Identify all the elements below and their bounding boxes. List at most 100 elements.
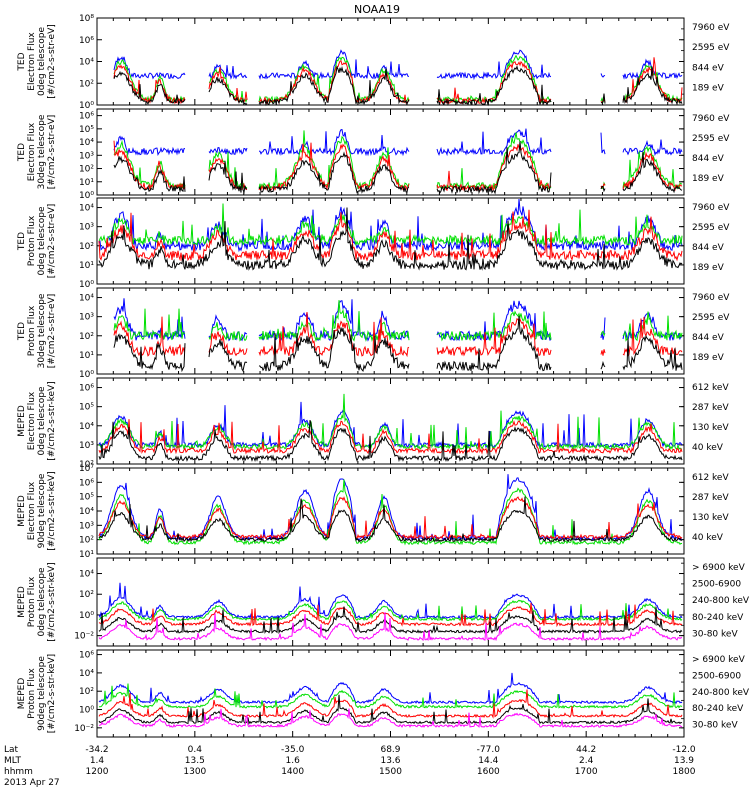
y-tick-label: 10³ <box>79 151 94 161</box>
y-tick-label: 10⁴ <box>79 570 94 580</box>
panel-1: 10⁰ 10² 10⁴ 10⁶ 10⁸ TEDElectron Flux0deg tele… <box>17 14 730 111</box>
panel-7: 10⁻² 10⁰ 10² 10⁴ MEPEDProton Flux0deg telesc… <box>17 557 750 647</box>
x-col-hhmm: 1700 <box>575 767 598 777</box>
panel-frame <box>96 17 685 106</box>
y-axis-label: MEPEDElectron Flux90deg telescope[#/cm2-… <box>17 471 57 550</box>
y-tick-label: 10⁴ <box>79 507 94 517</box>
panel-frame <box>96 287 685 375</box>
y-axis-label: MEPEDProton Flux90deg telescope[#/cm2-s-… <box>17 654 57 733</box>
y-axis-label: TEDProton Flux30deg telescope[#/cm2-s-st… <box>17 293 57 368</box>
y-tick-label: 10⁴ <box>79 204 94 214</box>
legend-entry: 7960 eV <box>692 293 730 303</box>
x-col-lat: -12.0 <box>672 745 696 755</box>
x-col-hhmm: 1800 <box>673 767 696 777</box>
y-tick-label: 10² <box>79 460 94 470</box>
y-axis-label-line: [#/cm2-s-str-eV] <box>47 115 57 190</box>
panel-2: 10⁰ 10¹ 10² 10³ 10⁴ 10⁵ 10⁶ TEDElectron Flux30d… <box>17 108 730 201</box>
y-axis-label-line: Electron Flux <box>27 122 37 181</box>
x-col-lat: 0.4 <box>188 745 203 755</box>
panel-5: 10² 10³ 10⁴ 10⁵ 10⁶ MEPEDElectron Flux0deg te… <box>17 377 729 470</box>
legend-entry: 2500-6900 <box>692 580 741 590</box>
y-axis-label-line: Proton Flux <box>27 305 37 356</box>
y-tick-label: 10¹ <box>79 178 94 188</box>
y-tick-label: 10⁵ <box>79 493 94 503</box>
x-col-hhmm: 1500 <box>379 767 402 777</box>
y-tick-label: 10⁰ <box>79 191 94 201</box>
x-col-hhmm: 1200 <box>86 767 109 777</box>
y-axis-label-line: 30deg telescope <box>37 293 47 368</box>
y-axis-label-line: 90deg telescope <box>37 473 47 548</box>
series-5-trace <box>98 582 683 620</box>
y-axis-label-line: Proton Flux <box>27 668 37 719</box>
y-tick-label: 10⁰ <box>79 706 94 716</box>
x-col-lat: -77.0 <box>477 745 501 755</box>
legend-entry: 80-240 keV <box>692 613 744 623</box>
panel-6: 10¹ 10² 10³ 10⁴ 10⁵ 10⁶ 10⁷ MEPEDElectron Flux9… <box>17 464 729 560</box>
series-1-trace <box>113 64 683 107</box>
y-axis-label-line: Electron Flux <box>27 32 37 91</box>
panel-4: 10⁰ 10¹ 10² 10³ 10⁴ TEDProton Flux30deg teles… <box>17 287 730 380</box>
x-row-label: MLT <box>4 756 22 766</box>
legend-entry: 2500-6900 <box>692 671 741 681</box>
y-tick-label: 10³ <box>79 441 94 451</box>
series-3-trace <box>98 203 683 247</box>
legend-entry: > 6900 keV <box>692 655 746 665</box>
series-2-trace <box>98 419 683 455</box>
series-5-trace <box>98 672 683 705</box>
x-col-mlt: 14.4 <box>478 756 498 766</box>
y-tick-label: 10³ <box>79 521 94 531</box>
y-axis-label-line: [#/cm2-s-str-eV] <box>47 294 57 369</box>
legend-entry: 2595 eV <box>692 134 730 144</box>
legend-entry: 2595 eV <box>692 313 730 323</box>
date-label: 2013 Apr 27 <box>4 778 60 788</box>
y-tick-label: 10⁴ <box>79 294 94 304</box>
y-axis-label-line: TED <box>17 52 27 71</box>
y-tick-label: 10⁴ <box>79 138 94 148</box>
y-axis-label-line: [#/cm2-s-str-eV] <box>47 24 57 99</box>
legend-entry: 130 keV <box>692 423 729 433</box>
series-1-trace <box>113 141 683 195</box>
y-tick-label: 10² <box>79 332 94 342</box>
panel-frame <box>96 557 685 647</box>
x-row-label: hhmm <box>4 767 33 777</box>
series-2-trace <box>98 694 683 725</box>
y-axis-label-line: 0deg telescope <box>37 567 47 637</box>
legend-entry: 130 keV <box>692 513 729 523</box>
y-axis-label-line: [#/cm2-s-str-keV] <box>47 562 57 641</box>
legend-entry: 189 eV <box>692 84 725 94</box>
y-axis-label: TEDElectron Flux30deg telescope[#/cm2-s-… <box>17 114 57 189</box>
y-axis-label-line: 0deg telescope <box>37 386 47 456</box>
y-tick-label: 10⁶ <box>79 384 94 394</box>
figure-title: NOAA19 <box>354 3 400 16</box>
x-col-lat: 44.2 <box>576 745 596 755</box>
y-tick-label: 10⁷ <box>79 464 94 474</box>
legend-entry: 844 eV <box>692 333 725 343</box>
y-tick-label: 10⁰ <box>79 370 94 380</box>
y-axis-label-line: [#/cm2-s-str-keV] <box>47 471 57 550</box>
y-axis-label-line: 30deg telescope <box>37 114 47 189</box>
y-axis-label: MEPEDProton Flux0deg telescope[#/cm2-s-s… <box>17 562 57 641</box>
legend-entry: 2595 eV <box>692 223 730 233</box>
x-col-lat: -35.0 <box>281 745 305 755</box>
series-3-trace <box>113 300 683 343</box>
legend-entry: 287 keV <box>692 493 729 503</box>
y-axis-label-line: [#/cm2-s-str-eV] <box>47 204 57 279</box>
y-axis-label: TEDElectron Flux0deg telescope[#/cm2-s-s… <box>17 24 57 99</box>
y-tick-label: 10⁵ <box>79 403 94 413</box>
panel-frame <box>96 377 685 465</box>
y-axis-label-line: TED <box>17 232 27 251</box>
y-axis-label-line: 0deg telescope <box>37 27 47 97</box>
y-tick-label: 10² <box>79 79 94 89</box>
y-tick-label: 10⁻² <box>74 724 94 734</box>
x-col-mlt: 1.4 <box>90 756 105 766</box>
y-tick-label: 10⁴ <box>79 669 94 679</box>
x-col-hhmm: 1600 <box>477 767 500 777</box>
series-2-trace <box>98 496 683 540</box>
legend-entry: 287 keV <box>692 403 729 413</box>
legend-entry: > 6900 keV <box>692 563 746 573</box>
x-col-lat: 68.9 <box>380 745 400 755</box>
y-axis-label-line: MEPED <box>17 405 27 437</box>
legend-entry: 40 keV <box>692 443 724 453</box>
legend-entry: 7960 eV <box>692 203 730 213</box>
